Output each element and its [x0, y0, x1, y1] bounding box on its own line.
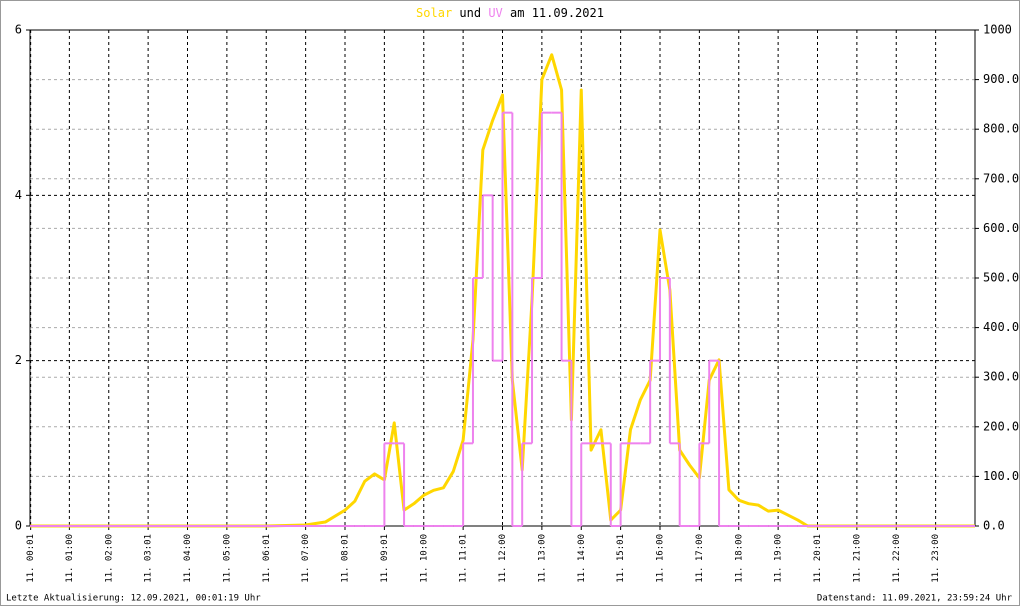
x-tick-label: 11. 11:01 [459, 534, 469, 583]
x-tick-label: 11. 10:00 [419, 534, 429, 583]
x-tick-label: 11. 18:00 [734, 534, 744, 583]
x-tick-label: 11. 03:01 [144, 534, 154, 583]
x-tick-label: 11. 02:00 [104, 534, 114, 583]
chart-title: Solar und UV am 11.09.2021 [416, 6, 604, 20]
x-tick-label: 11. 00:01 [26, 534, 36, 583]
x-tick-label: 11. 05:00 [222, 534, 232, 583]
x-tick-label: 11. 22:00 [892, 534, 902, 583]
plot-border [29, 29, 976, 527]
x-tick-label: 11. 17:00 [695, 534, 705, 583]
y-tick-label: 6 [15, 23, 22, 37]
y-tick-label: 4 [15, 188, 22, 202]
x-tick-label: 11. 14:00 [577, 534, 587, 583]
title-part: am 11.09.2021 [510, 6, 604, 20]
y-tick-label: 2 [15, 353, 22, 367]
x-tick-label: 11. 07:00 [301, 534, 311, 583]
y2-tick-label: 1000 [983, 23, 1012, 37]
solar-line [30, 53, 975, 528]
x-tick-label: 11. 13:00 [537, 534, 547, 583]
x-tick-label: 11. 04:00 [183, 534, 193, 583]
footer-right: Datenstand: 11.09.2021, 23:59:24 Uhr [817, 594, 1013, 604]
y-tick-label: 0 [15, 519, 22, 533]
x-tick-label: 11. 20:01 [813, 534, 823, 583]
x-tick-label: 11. 08:01 [341, 534, 351, 583]
y2-tick-label: 800.0 [983, 122, 1019, 136]
x-tick-label: 11. 12:00 [498, 534, 508, 583]
y2-tick-label: 500.0 [983, 271, 1019, 285]
title-solar: Solar [416, 6, 452, 20]
title-part: und [459, 6, 481, 20]
y2-tick-label: 700.0 [983, 171, 1019, 185]
title-uv: UV [488, 6, 502, 20]
y2-tick-label: 600.0 [983, 221, 1019, 235]
x-tick-label: 11. 09:01 [380, 534, 390, 583]
y2-tick-label: 300.0 [983, 370, 1019, 384]
y2-tick-label: 900.0 [983, 72, 1019, 86]
y2-tick-label: 100.0 [983, 469, 1019, 483]
y2-tick-label: 400.0 [983, 320, 1019, 334]
x-tick-label: 11. 19:00 [774, 534, 784, 583]
x-tick-label: 11. 06:01 [262, 534, 272, 583]
footer-left: Letzte Aktualisierung: 12.09.2021, 00:01… [6, 594, 261, 604]
x-tick-label: 11. 21:00 [852, 534, 862, 583]
x-tick-label: 11. 16:00 [656, 534, 666, 583]
y2-tick-label: 0.0 [983, 519, 1005, 533]
x-tick-label: 11. 15:01 [616, 534, 626, 583]
y2-tick-label: 200.0 [983, 419, 1019, 433]
x-tick-label: 11. 23:00 [931, 534, 941, 583]
x-tick-label: 11. 01:00 [65, 534, 75, 583]
